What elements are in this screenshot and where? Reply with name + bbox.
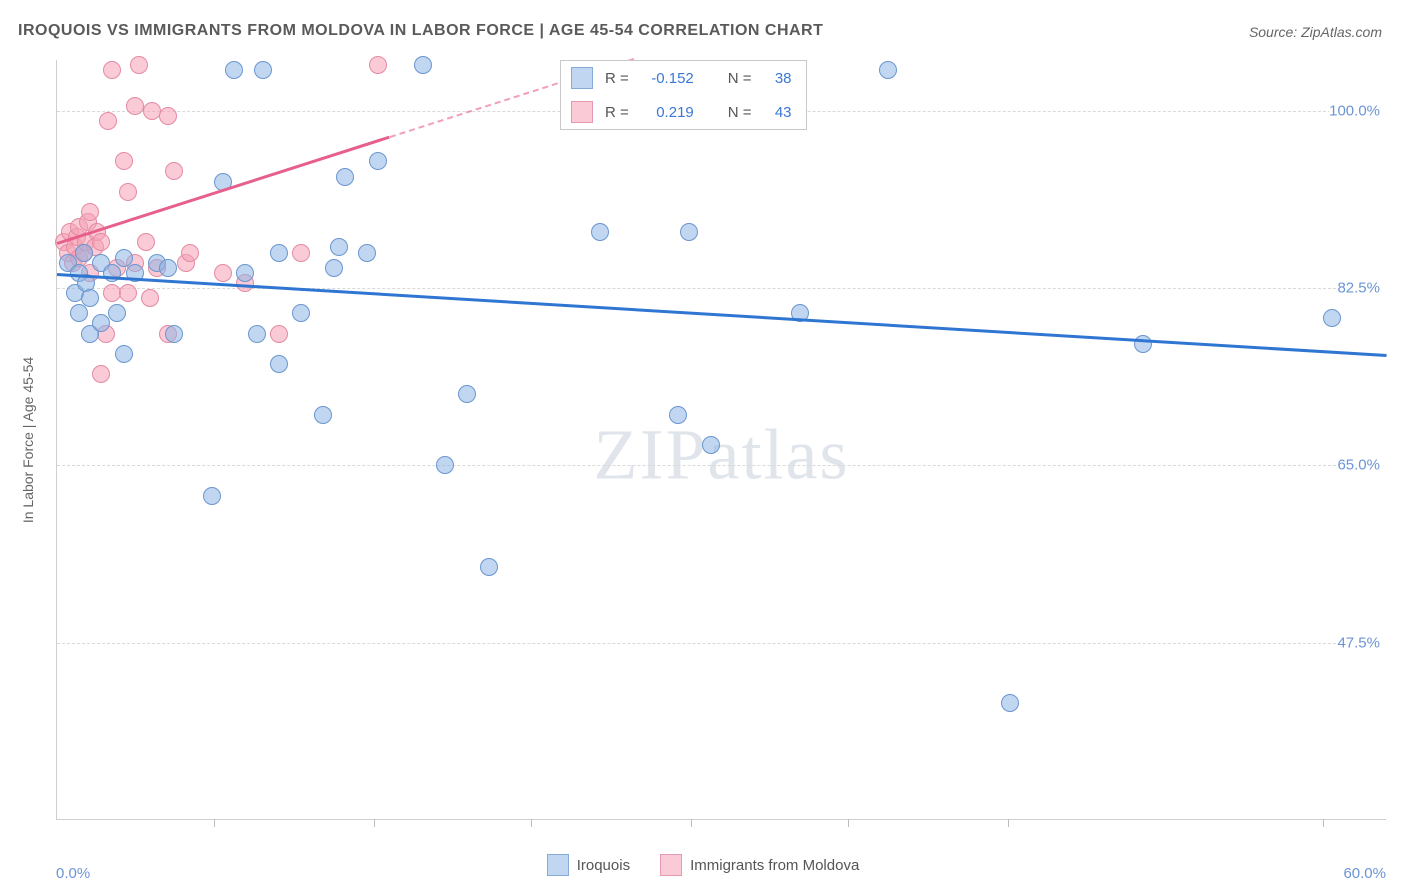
stats-row: R =0.219N =43 <box>561 95 806 129</box>
iroquois-point <box>254 61 272 79</box>
iroquois-point <box>1001 694 1019 712</box>
moldova-point <box>214 264 232 282</box>
x-tick <box>1323 819 1324 827</box>
moldova-point <box>292 244 310 262</box>
chart-title: IROQUOIS VS IMMIGRANTS FROM MOLDOVA IN L… <box>18 22 823 40</box>
iroquois-point <box>325 259 343 277</box>
iroquois-point <box>680 223 698 241</box>
iroquois-point <box>203 487 221 505</box>
x-tick <box>1008 819 1009 827</box>
correlation-stats-box: R =-0.152N =38R =0.219N =43 <box>560 60 807 130</box>
moldova-point <box>115 152 133 170</box>
legend-label: Iroquois <box>577 857 630 874</box>
x-tick <box>374 819 375 827</box>
x-tick <box>848 819 849 827</box>
iroquois-point <box>480 558 498 576</box>
y-tick-label: 65.0% <box>1337 457 1388 474</box>
iroquois-point <box>330 238 348 256</box>
iroquois-point <box>358 244 376 262</box>
iroquois-point <box>225 61 243 79</box>
legend-swatch <box>571 67 593 89</box>
legend-swatch <box>571 101 593 123</box>
iroquois-point <box>336 168 354 186</box>
moldova-point <box>137 233 155 251</box>
iroquois-point <box>75 244 93 262</box>
source-attribution: Source: ZipAtlas.com <box>1249 24 1382 40</box>
y-tick-label: 100.0% <box>1329 102 1388 119</box>
moldova-point <box>369 56 387 74</box>
legend-item: Iroquois <box>547 854 630 876</box>
iroquois-point <box>92 314 110 332</box>
plot-area: ZIPatlas 100.0% 82.5% 65.0% 47.5% <box>56 60 1386 820</box>
x-tick <box>691 819 692 827</box>
iroquois-point <box>669 406 687 424</box>
legend-item: Immigrants from Moldova <box>660 854 859 876</box>
moldova-point <box>165 162 183 180</box>
iroquois-point <box>369 152 387 170</box>
moldova-point <box>141 289 159 307</box>
iroquois-point <box>115 345 133 363</box>
x-tick <box>214 819 215 827</box>
legend-swatch <box>547 854 569 876</box>
moldova-point <box>92 233 110 251</box>
moldova-point <box>103 61 121 79</box>
iroquois-point <box>1323 309 1341 327</box>
iroquois-point <box>270 355 288 373</box>
iroquois-point <box>591 223 609 241</box>
moldova-point <box>99 112 117 130</box>
iroquois-point <box>702 436 720 454</box>
iroquois-point <box>159 259 177 277</box>
y-tick-label: 82.5% <box>1337 280 1388 297</box>
iroquois-point <box>81 289 99 307</box>
gridline <box>57 643 1386 644</box>
watermark: ZIPatlas <box>594 413 850 496</box>
gridline <box>57 465 1386 466</box>
iroquois-point <box>165 325 183 343</box>
iroquois-trend-line <box>57 273 1387 357</box>
x-tick <box>531 819 532 827</box>
iroquois-point <box>436 456 454 474</box>
iroquois-point <box>314 406 332 424</box>
iroquois-point <box>236 264 254 282</box>
iroquois-point <box>70 304 88 322</box>
moldova-point <box>119 284 137 302</box>
moldova-point <box>119 183 137 201</box>
moldova-point <box>270 325 288 343</box>
iroquois-point <box>108 304 126 322</box>
y-axis-title: In Labor Force | Age 45-54 <box>20 357 36 523</box>
moldova-point <box>130 56 148 74</box>
legend-swatch <box>660 854 682 876</box>
iroquois-point <box>292 304 310 322</box>
iroquois-point <box>270 244 288 262</box>
moldova-point <box>181 244 199 262</box>
iroquois-point <box>458 385 476 403</box>
iroquois-point <box>248 325 266 343</box>
stats-row: R =-0.152N =38 <box>561 61 806 95</box>
moldova-point <box>159 107 177 125</box>
iroquois-point <box>1134 335 1152 353</box>
iroquois-point <box>879 61 897 79</box>
y-tick-label: 47.5% <box>1337 634 1388 651</box>
bottom-legend: Iroquois Immigrants from Moldova <box>0 854 1406 876</box>
moldova-point <box>92 365 110 383</box>
iroquois-point <box>414 56 432 74</box>
moldova-trend-line <box>57 136 390 245</box>
moldova-point <box>126 97 144 115</box>
moldova-point <box>81 203 99 221</box>
legend-label: Immigrants from Moldova <box>690 857 859 874</box>
